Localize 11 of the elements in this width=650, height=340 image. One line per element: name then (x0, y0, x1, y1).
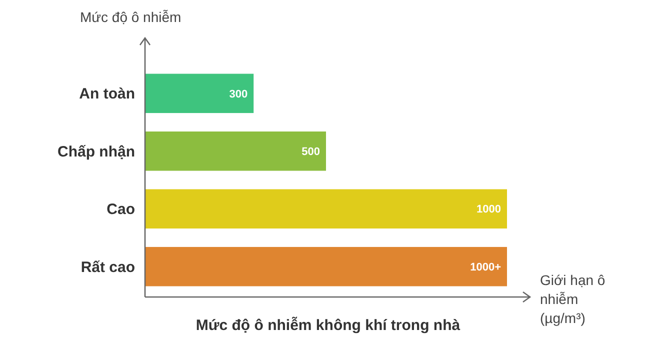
data-label: 300 (229, 88, 248, 100)
data-label: 500 (302, 146, 320, 158)
x-axis-title: Giới hạn ô nhiễm (µg/m³) (540, 272, 606, 326)
y-tick-label: Chấp nhận (58, 143, 135, 160)
text: Mức độ ô nhiễm không khí trong nhà (196, 316, 461, 334)
y-tick-label: Cao (106, 201, 135, 218)
y-axis-title: Mức độ ô nhiễm (80, 9, 182, 25)
y-tick-label: Rất cao (80, 258, 135, 276)
data-label: 1000+ (470, 261, 501, 274)
y-tick-label: An toàn (79, 86, 135, 103)
data-label: 1000 (476, 204, 501, 216)
